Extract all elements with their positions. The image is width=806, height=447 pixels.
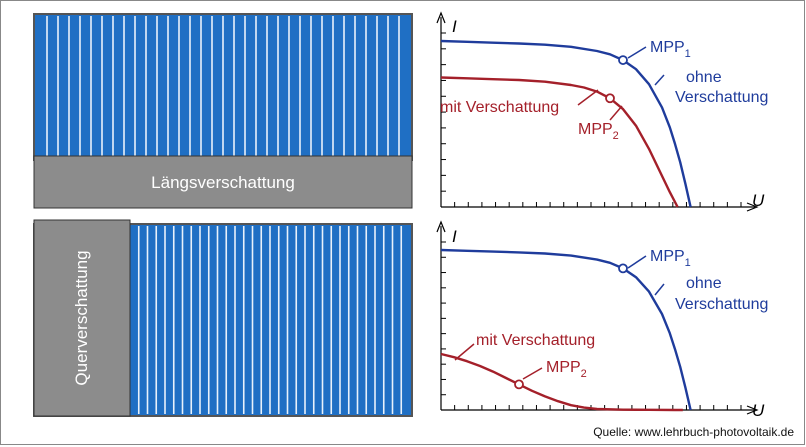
y-axis-label: I — [452, 227, 457, 246]
label-mpp2: MPP2 — [578, 105, 623, 142]
x-axis-label: U — [752, 191, 765, 210]
source-credit: Quelle: www.lehrbuch-photovoltaik.de — [593, 425, 794, 439]
iu-chart-bottom: I U ohne Verschattung mit Verschattung M… — [436, 220, 768, 420]
svg-text:MPP2: MPP2 — [578, 121, 619, 142]
label-mit-verschattung: mit Verschattung — [476, 332, 595, 349]
mpp2-text: MPP — [546, 359, 581, 376]
leader-mpp2 — [522, 367, 543, 380]
label-ohne-line2: Verschattung — [675, 89, 768, 106]
mpp2-sub: 2 — [581, 368, 587, 380]
chart-series — [440, 248, 692, 412]
chart-series — [440, 39, 692, 208]
y-axis-arrow — [436, 220, 446, 233]
chart-axes — [436, 11, 759, 212]
mpp1-text: MPP — [650, 39, 685, 56]
x-axis-label: U — [752, 401, 765, 420]
svg-text:MPP2: MPP2 — [546, 359, 587, 380]
leader-mpp1 — [627, 255, 647, 269]
svg-text:MPP1: MPP1 — [650, 39, 691, 60]
curve-ohne-verschattung — [440, 39, 692, 208]
leader-ohne — [654, 74, 665, 86]
mpp1-sub: 1 — [685, 257, 691, 269]
module-cells — [46, 16, 400, 156]
y-axis-label: I — [452, 17, 457, 36]
curve-mit-verschattung — [440, 76, 679, 208]
label-ohne-line1: ohne — [686, 69, 722, 86]
mpp1-point — [618, 55, 628, 65]
label-mit-verschattung: mit Verschattung — [440, 99, 559, 116]
shadow-laengs — [33, 155, 413, 209]
shadow-label-quer: Querverschattung — [72, 250, 91, 385]
mpp1-sub: 1 — [685, 48, 691, 60]
chart-marks — [514, 263, 628, 390]
label-ohne-line1: ohne — [686, 275, 722, 292]
label-ohne-line2: Verschattung — [675, 296, 768, 313]
iu-chart-top: I U ohne Verschattung mit Verschattung M… — [436, 11, 768, 212]
leader-mpp1 — [627, 46, 647, 59]
chart-axes — [436, 220, 759, 415]
solar-module-top: Längsverschattung — [33, 13, 413, 209]
y-axis-arrow — [436, 11, 446, 24]
label-mpp1: MPP1 — [627, 248, 691, 269]
mpp1-text: MPP — [650, 248, 685, 265]
svg-text:MPP1: MPP1 — [650, 248, 691, 269]
mpp2-text: MPP — [578, 121, 613, 138]
mpp2-sub: 2 — [613, 130, 619, 142]
curve-ohne-verschattung — [440, 248, 692, 411]
module-cells — [137, 226, 403, 414]
x-axis-arrow — [746, 202, 759, 212]
chart-marks — [605, 55, 628, 104]
mpp2-point — [514, 379, 524, 390]
shadow-quer — [33, 219, 131, 417]
label-mpp1: MPP1 — [627, 39, 691, 60]
curve-mit-verschattung — [440, 352, 683, 412]
x-axis-arrow — [746, 405, 759, 415]
label-mpp2: MPP2 — [522, 359, 587, 380]
leader-ohne — [654, 283, 665, 296]
leader-mit — [577, 89, 599, 106]
mpp2-point — [605, 93, 615, 104]
leader-mpp2 — [609, 105, 623, 121]
mpp1-point — [618, 263, 628, 274]
shadow-label-laengs: Längsverschattung — [151, 173, 295, 192]
leader-mit — [454, 343, 475, 361]
solar-module-bottom: Querverschattung — [33, 219, 413, 417]
